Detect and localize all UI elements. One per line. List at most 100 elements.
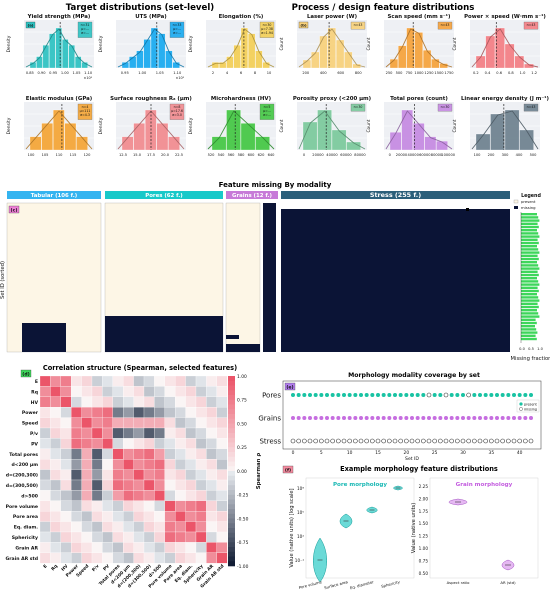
modality-header-label: Grains (12 f.)	[232, 193, 272, 199]
coverage-dot-present	[370, 393, 375, 397]
hist-bar	[424, 136, 437, 151]
heatmap-col-label: E	[42, 563, 48, 569]
heatmap-cell	[102, 552, 113, 564]
coverage-row-label: Pores	[262, 392, 281, 400]
hist-bar	[401, 109, 413, 151]
heatmap-cell	[185, 552, 197, 564]
hist-bar	[226, 56, 234, 69]
heatmap-cell	[164, 427, 176, 439]
heatmap-cell	[216, 448, 228, 460]
heatmap-cell	[206, 427, 217, 439]
heatmap-cell	[195, 490, 207, 501]
x-tick-label: 60000	[340, 153, 352, 157]
heatmap-cell	[60, 542, 72, 553]
coverage-dot-present	[500, 393, 505, 397]
heatmap-cell	[39, 542, 51, 553]
colorbar-tick: 1.00	[237, 374, 247, 380]
modality-header-bar	[7, 191, 101, 199]
heatmap-cell	[206, 552, 217, 564]
stats-text: σ=1.94	[261, 31, 273, 35]
hist-bar	[327, 27, 336, 69]
heatmap-cell	[102, 531, 113, 543]
heatmap-cell	[102, 375, 113, 387]
kde-curve	[207, 110, 275, 150]
heatmap-cell	[216, 521, 228, 533]
legend-label-missing: missing	[521, 205, 536, 210]
stats-text: n=4	[82, 105, 89, 109]
modality-header-bar	[226, 191, 278, 199]
colorbar-step	[228, 466, 235, 472]
grain-y-tick: 1.50	[419, 521, 429, 526]
hist-bar	[255, 50, 263, 69]
heatmap-cell	[91, 396, 103, 408]
heatmap-cell	[91, 427, 103, 439]
colorbar-step	[228, 418, 235, 424]
heatmap-cell	[71, 500, 82, 512]
stats-text: σ=3.0	[172, 113, 182, 117]
grain-x-tick: AR (std)	[500, 580, 516, 585]
stats-box	[437, 103, 453, 112]
x-tick-label: 100	[474, 153, 482, 157]
x-tick-label: 1.05	[156, 71, 164, 75]
coverage-x-tick: 5	[320, 450, 323, 456]
hist-bar	[62, 39, 69, 69]
coverage-dot-present	[302, 393, 307, 397]
stats-text: n=30	[441, 105, 450, 109]
coverage-dot-missing	[426, 438, 432, 444]
coverage-dot-present	[517, 393, 522, 397]
heatmap-cell	[206, 479, 217, 491]
coverage-dot-missing	[364, 438, 369, 444]
coverage-dot-missing	[330, 438, 335, 444]
legend-title: Legend	[521, 193, 541, 199]
colorbar-step	[228, 537, 235, 543]
missing-fraction-bar	[521, 296, 539, 299]
stress-missing-block	[281, 203, 510, 352]
heatmap-cell	[133, 375, 145, 387]
heatmap-cell	[50, 521, 61, 533]
coverage-dot-present	[347, 416, 352, 420]
hist-bar	[431, 58, 440, 69]
heatmap-cell	[112, 448, 124, 460]
coverage-dot-missing	[347, 438, 352, 444]
heatmap-cell	[185, 375, 197, 387]
pore-y-label: Value (native units) [log scale]	[289, 488, 295, 567]
heatmap-cell	[39, 479, 51, 491]
heatmap-cell	[206, 511, 217, 522]
heatmap-cell	[195, 407, 207, 418]
colorbar-step	[228, 437, 235, 443]
heatmap-cell	[164, 375, 176, 387]
x-tick-label: 1.00	[61, 71, 70, 75]
heatmap-cell	[143, 500, 155, 512]
hist-bar	[490, 113, 505, 151]
heatmap-cell	[91, 521, 103, 533]
colorbar-step	[228, 380, 235, 386]
y-axis-label: Density	[188, 117, 194, 134]
heatmap-cell	[71, 490, 82, 501]
heatmap-row-label: PV	[31, 441, 38, 447]
heatmap-cell	[91, 469, 103, 481]
grain-x-tick: Aspect ratio	[447, 580, 471, 585]
heatmap-cell	[91, 500, 103, 512]
heatmap-cell	[112, 511, 124, 522]
heatmap-cell	[50, 552, 61, 564]
x-tick-label: 120	[84, 153, 92, 157]
heatmap-cell	[71, 469, 82, 481]
heatmap-cell	[154, 375, 165, 387]
coverage-dot-present	[483, 393, 488, 397]
coverage-dot-present	[364, 416, 369, 420]
heatmap-cell	[195, 469, 207, 481]
hist-bar	[41, 123, 53, 151]
stats-box	[77, 21, 93, 38]
coverage-dot-present	[512, 416, 516, 420]
coverage-dot-present	[302, 416, 307, 420]
section-b-title: Process / design feature distributions	[292, 3, 475, 13]
heatmap-cell	[102, 500, 113, 512]
heatmap-cell	[164, 469, 176, 481]
heatmap-cell	[133, 396, 145, 408]
coverage-dot-present	[495, 416, 499, 420]
heatmap-cell	[164, 531, 176, 543]
heatmap-cell	[185, 469, 197, 481]
heatmap-cell	[216, 542, 228, 553]
colorbar-label: Spearman ρ	[256, 453, 262, 490]
